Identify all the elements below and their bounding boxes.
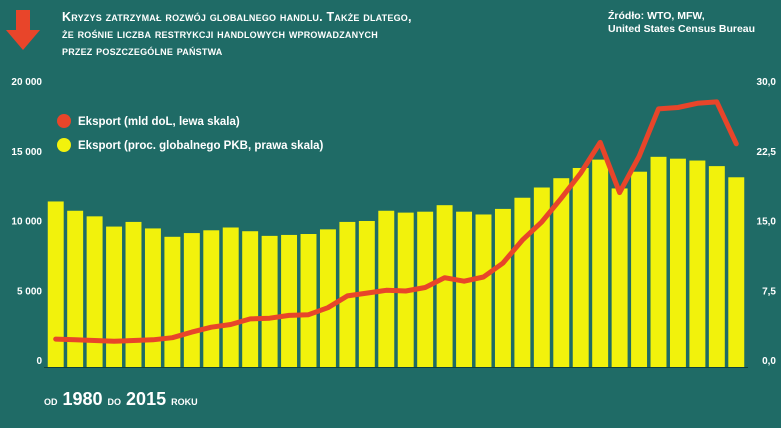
- bar-1989: [222, 227, 239, 367]
- line-point-2008: [598, 140, 602, 144]
- down-arrow-icon: [6, 10, 40, 50]
- line-point-2015: [734, 142, 738, 146]
- line-point-2010: [637, 154, 641, 158]
- line-point-1999: [423, 285, 427, 289]
- line-point-2011: [657, 107, 660, 111]
- y-left-tick-label: 20 000: [11, 77, 42, 88]
- bar-2011: [650, 156, 667, 367]
- y-left-tick-label: 0: [36, 356, 42, 367]
- bar-2005: [533, 187, 550, 367]
- line-point-2002: [482, 275, 485, 279]
- export-line-series: [53, 99, 739, 344]
- title-line-3: przez poszczególne państwa: [62, 44, 223, 58]
- line-point-2001: [462, 279, 466, 283]
- line-point-2009: [618, 191, 622, 195]
- legend-label-export-bars: Eksport (proc. globalnego PKB, prawa ska…: [78, 140, 324, 152]
- line-point-2004: [520, 238, 524, 242]
- bar-1991: [261, 235, 278, 367]
- legend-marker-export-line: [57, 114, 71, 128]
- source-line-2: United States Census Bureau: [608, 23, 756, 35]
- line-point-1982: [93, 338, 97, 342]
- y-right-tick-label: 0,0: [762, 356, 776, 367]
- source-line-1: Źródło: WTO, MFW,: [608, 10, 705, 22]
- y-right-tick-label: 15,0: [757, 217, 777, 228]
- line-point-1989: [229, 322, 233, 326]
- legend-label-export-line: Eksport (mld doL, lewa skala): [78, 116, 240, 128]
- bar-1987: [183, 233, 200, 367]
- bar-2000: [436, 205, 453, 367]
- line-point-1995: [345, 294, 349, 298]
- bar-2006: [553, 178, 570, 367]
- line-point-1992: [287, 313, 291, 317]
- line-point-2005: [540, 220, 544, 224]
- bar-2002: [475, 214, 492, 367]
- line-point-2007: [579, 171, 583, 175]
- bar-1982: [86, 216, 103, 367]
- y-right-tick-label: 22,5: [757, 147, 777, 158]
- bar-1988: [203, 230, 220, 367]
- line-point-2012: [676, 106, 680, 110]
- line-point-1987: [190, 330, 194, 334]
- line-point-1983: [112, 339, 116, 343]
- chart-title: Kryzys zatrzymał rozwój globalnego handl…: [62, 9, 582, 60]
- y-left-tick-label: 10 000: [11, 217, 42, 228]
- line-point-1994: [326, 306, 330, 310]
- y-right-tick-label: 30,0: [757, 77, 777, 88]
- line-point-1993: [307, 313, 310, 317]
- line-point-1984: [132, 338, 135, 342]
- source-note: Źródło: WTO, MFW, United States Census B…: [608, 10, 778, 36]
- line-point-2000: [443, 276, 447, 280]
- line-point-1997: [384, 288, 388, 292]
- line-point-1988: [209, 325, 213, 329]
- bar-1992: [281, 234, 298, 367]
- line-point-1980: [54, 337, 58, 341]
- bar-2014: [708, 166, 725, 367]
- bar-1990: [242, 231, 259, 367]
- bar-2015: [728, 177, 745, 367]
- line-point-2003: [501, 261, 505, 265]
- y-left-tick-label: 5 000: [17, 286, 42, 297]
- line-point-1986: [170, 336, 174, 340]
- bar-2013: [689, 160, 706, 367]
- line-point-2013: [695, 101, 699, 105]
- bar-1985: [144, 228, 161, 367]
- line-point-1985: [151, 338, 155, 342]
- bar-1980: [47, 201, 64, 367]
- title-line-1: Kryzys zatrzymał rozwój globalnego handl…: [62, 10, 412, 24]
- bar-2007: [572, 167, 589, 367]
- bar-1981: [67, 210, 84, 367]
- period-start-year: 1980: [62, 389, 103, 409]
- bar-2004: [514, 197, 531, 367]
- period-suffix: roku: [171, 393, 198, 408]
- bar-2008: [592, 159, 609, 367]
- line-point-1981: [73, 338, 77, 342]
- bar-2009: [611, 188, 628, 367]
- bar-2010: [631, 171, 648, 367]
- bar-1984: [125, 221, 142, 367]
- line-point-1996: [365, 291, 369, 295]
- line-point-1991: [268, 316, 272, 320]
- period-prefix: od: [44, 393, 58, 408]
- bar-1983: [106, 226, 123, 367]
- bar-1994: [319, 229, 336, 367]
- period-end-year: 2015: [126, 389, 167, 409]
- legend-marker-export-bars: [57, 138, 71, 152]
- line-point-2014: [715, 100, 719, 104]
- line-point-1990: [248, 317, 252, 321]
- y-right-tick-label: 7,5: [762, 286, 776, 297]
- y-left-tick-label: 15 000: [11, 147, 42, 158]
- period-caption: od 1980 do 2015 roku: [44, 389, 198, 410]
- bar-1986: [164, 236, 181, 367]
- period-mid: do: [107, 393, 122, 408]
- bar-1993: [300, 234, 317, 367]
- title-line-2: że rośnie liczba restrykcji handlowych w…: [62, 27, 378, 41]
- line-point-2006: [559, 196, 563, 200]
- bar-2003: [494, 208, 511, 367]
- bar-2012: [669, 158, 686, 367]
- bar-2001: [456, 211, 473, 367]
- line-point-1998: [404, 289, 408, 293]
